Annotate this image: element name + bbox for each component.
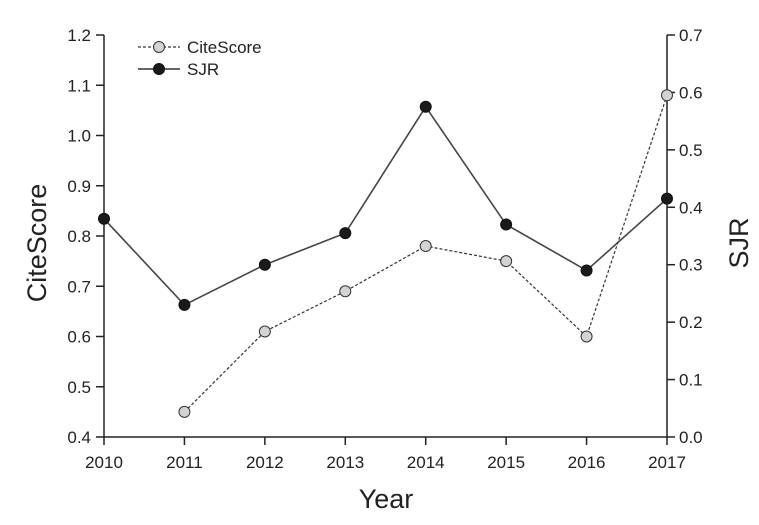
x-tick-label: 2017 (648, 453, 686, 472)
x-axis-title: Year (359, 484, 414, 514)
sjr-point (98, 212, 110, 225)
x-tick-label: 2014 (407, 453, 445, 472)
right-tick-label: 0.2 (679, 313, 703, 332)
left-tick-label: 0.8 (67, 227, 91, 246)
left-tick-label: 0.6 (67, 328, 91, 347)
sjr-point (661, 192, 673, 205)
citescore-series-line (184, 95, 668, 413)
x-tick-label: 2012 (246, 453, 284, 472)
left-y-axis-title: CiteScore (22, 184, 52, 303)
citescore-point (661, 89, 673, 102)
right-tick-label: 0.4 (679, 198, 703, 217)
left-tick-label: 0.9 (67, 177, 91, 196)
right-tick-label: 0.5 (679, 141, 703, 160)
citescore-point (258, 325, 271, 338)
left-y-ticks: 0.4 0.5 0.6 0.7 0.8 0.9 1.0 1.1 1.2 (67, 26, 104, 447)
x-tick-label: 2016 (568, 453, 606, 472)
left-tick-label: 0.5 (67, 378, 91, 397)
x-tick-label: 2015 (487, 453, 525, 472)
right-tick-label: 0.7 (679, 26, 703, 45)
right-tick-label: 0.3 (679, 256, 703, 275)
right-tick-label: 0.1 (679, 371, 703, 390)
citescore-point (500, 255, 513, 268)
legend: CiteScore SJR (138, 38, 262, 79)
right-y-ticks: 0.0 0.1 0.2 0.3 0.4 0.5 0.6 0.7 (667, 26, 703, 447)
right-tick-label: 0.0 (679, 428, 703, 447)
citescore-point (178, 405, 191, 418)
x-tick-label: 2013 (326, 453, 364, 472)
citescore-point (419, 240, 432, 253)
left-tick-label: 1.1 (67, 76, 91, 95)
legend-sjr-label: SJR (187, 60, 219, 79)
series-layer (98, 89, 673, 418)
sjr-series-line (103, 105, 668, 306)
left-tick-label: 1.0 (67, 127, 91, 146)
right-tick-label: 0.6 (679, 83, 703, 102)
legend-sjr-marker (153, 63, 165, 75)
legend-citescore-marker (153, 41, 165, 53)
left-tick-label: 1.2 (67, 26, 91, 45)
legend-citescore-label: CiteScore (187, 38, 262, 57)
citescore-point (339, 285, 352, 298)
x-tick-label: 2010 (85, 453, 123, 472)
sjr-point (419, 100, 432, 113)
sjr-point (580, 264, 593, 277)
citescore-point (580, 330, 593, 343)
x-tick-label: 2011 (166, 453, 203, 472)
right-y-axis-title: SJR (724, 217, 754, 268)
sjr-point (339, 227, 352, 240)
sjr-point (178, 298, 191, 311)
left-tick-label: 0.7 (67, 277, 91, 296)
x-ticks: 2010 2011 2012 2013 2014 2015 2016 2017 (85, 437, 686, 472)
sjr-point (258, 258, 271, 271)
sjr-point (500, 218, 513, 231)
left-tick-label: 0.4 (67, 428, 91, 447)
